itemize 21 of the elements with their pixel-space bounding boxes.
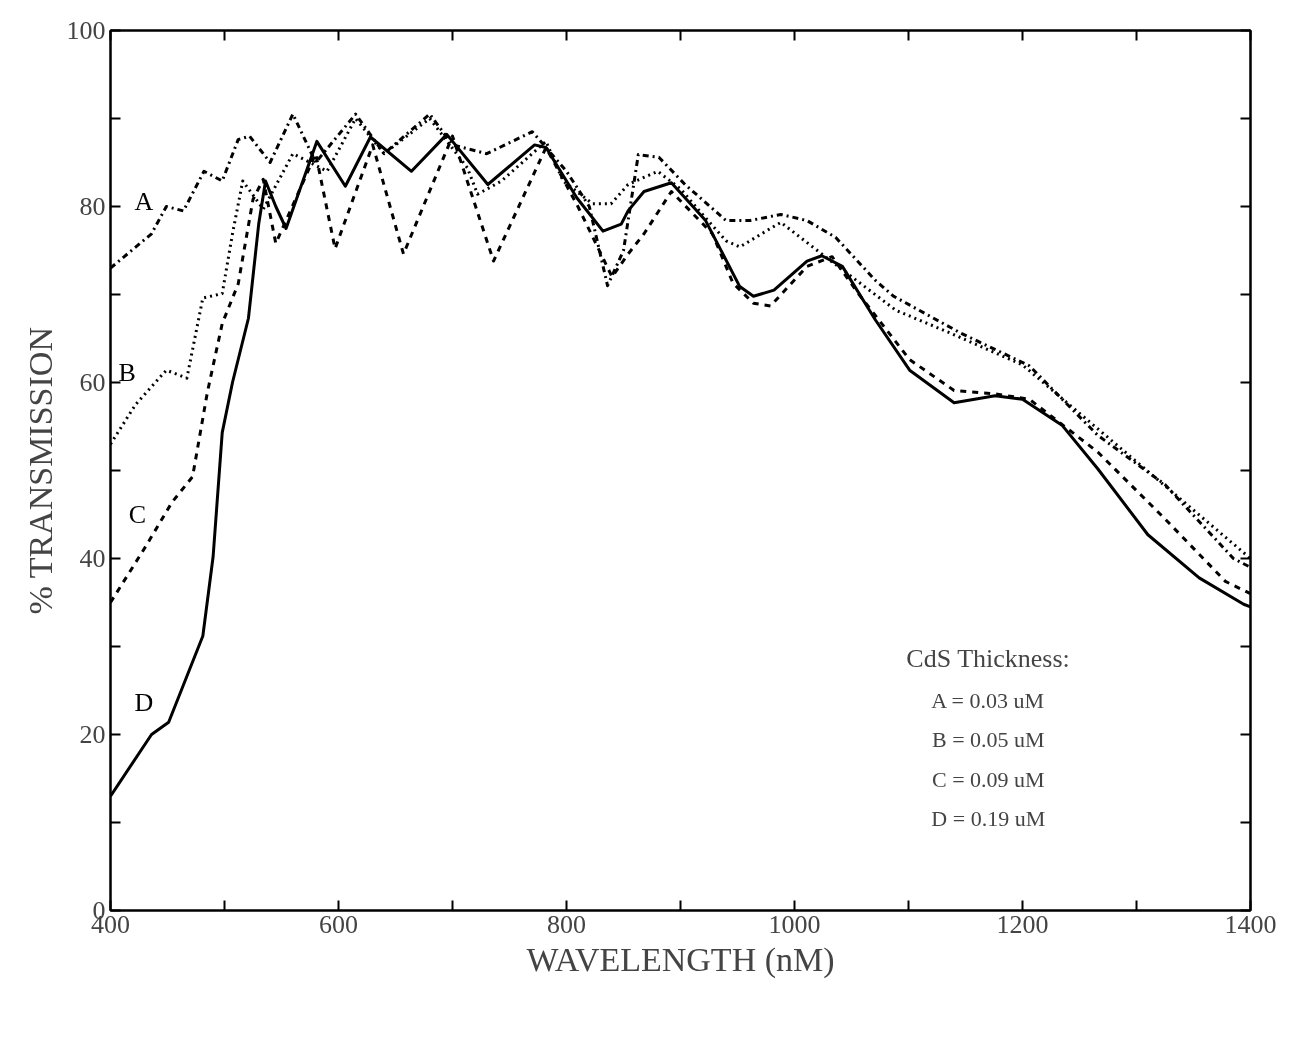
annotation: C = 0.09 uM — [931, 766, 1045, 792]
annotation: B = 0.05 uM — [931, 727, 1045, 753]
y-tick-label: 60 — [79, 368, 106, 397]
y-tick-label: 40 — [79, 544, 106, 573]
series-label: A — [134, 187, 154, 217]
y-tick-label: 100 — [66, 16, 106, 45]
annotation: CdS Thickness: — [906, 643, 1070, 673]
y-tick-label: 20 — [79, 720, 106, 749]
x-axis-title: WAVELENGTH (nM) — [526, 940, 835, 979]
annotation: D = 0.19 uM — [931, 806, 1046, 832]
x-tick-label: 1000 — [768, 909, 821, 939]
annotation: A = 0.03 uM — [931, 687, 1045, 713]
x-tick-label: 600 — [319, 909, 358, 939]
y-tick-label: 80 — [79, 192, 106, 221]
series-label: C — [128, 499, 147, 529]
x-tick-label: 800 — [547, 909, 586, 939]
x-tick-label: 1200 — [996, 909, 1049, 939]
series-label: B — [118, 357, 136, 387]
series-label: D — [134, 687, 154, 717]
y-axis-title: % TRANSMISSION — [21, 327, 59, 615]
x-tick-label: 1400 — [1224, 909, 1277, 939]
